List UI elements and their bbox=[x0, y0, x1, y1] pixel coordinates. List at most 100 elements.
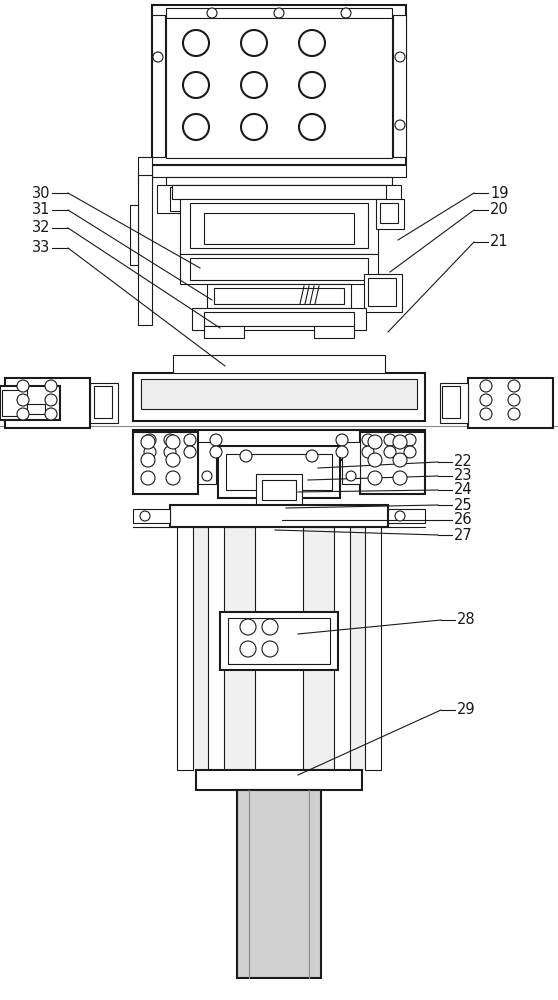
Bar bbox=[376, 199, 404, 229]
Circle shape bbox=[241, 72, 267, 98]
Bar bbox=[166, 18, 392, 158]
Bar bbox=[130, 205, 138, 265]
Bar bbox=[133, 430, 425, 460]
Bar bbox=[198, 442, 216, 484]
Bar bbox=[152, 5, 406, 165]
Bar bbox=[237, 790, 321, 978]
Bar bbox=[190, 203, 368, 248]
Bar bbox=[138, 175, 152, 325]
Text: 19: 19 bbox=[490, 186, 508, 200]
Bar bbox=[166, 8, 392, 18]
Bar bbox=[228, 618, 330, 664]
Text: 31: 31 bbox=[32, 202, 50, 218]
Bar bbox=[173, 355, 385, 373]
Circle shape bbox=[395, 52, 405, 62]
Text: 32: 32 bbox=[32, 221, 51, 235]
Bar bbox=[177, 527, 193, 770]
Circle shape bbox=[202, 471, 212, 481]
Bar bbox=[226, 454, 332, 490]
Circle shape bbox=[480, 380, 492, 392]
Bar bbox=[190, 258, 368, 280]
Circle shape bbox=[45, 380, 57, 392]
Bar bbox=[170, 187, 200, 211]
Circle shape bbox=[144, 434, 156, 446]
Bar bbox=[192, 308, 366, 330]
Circle shape bbox=[306, 450, 318, 462]
Bar bbox=[334, 527, 350, 770]
Circle shape bbox=[336, 434, 348, 446]
Bar bbox=[27, 404, 45, 414]
Bar bbox=[393, 15, 406, 157]
Bar bbox=[207, 284, 351, 308]
Circle shape bbox=[262, 619, 278, 635]
Circle shape bbox=[17, 394, 29, 406]
Bar bbox=[152, 165, 406, 177]
Circle shape bbox=[262, 641, 278, 657]
Text: 22: 22 bbox=[454, 454, 473, 470]
Bar bbox=[255, 527, 303, 770]
Circle shape bbox=[183, 72, 209, 98]
Bar bbox=[368, 278, 396, 306]
Circle shape bbox=[141, 435, 155, 449]
Circle shape bbox=[241, 30, 267, 56]
Circle shape bbox=[17, 408, 29, 420]
Circle shape bbox=[480, 394, 492, 406]
Bar bbox=[2, 390, 27, 416]
Circle shape bbox=[274, 8, 284, 18]
Text: 30: 30 bbox=[32, 186, 51, 200]
Bar bbox=[180, 199, 378, 254]
Bar bbox=[94, 386, 112, 418]
Bar bbox=[388, 509, 425, 523]
Bar bbox=[157, 185, 401, 213]
Circle shape bbox=[141, 471, 155, 485]
Circle shape bbox=[184, 434, 196, 446]
Bar bbox=[442, 386, 460, 418]
Bar bbox=[262, 480, 296, 500]
Bar bbox=[133, 509, 170, 523]
Circle shape bbox=[299, 30, 325, 56]
Circle shape bbox=[207, 8, 217, 18]
Bar bbox=[0, 386, 60, 420]
Text: 29: 29 bbox=[457, 702, 475, 718]
Bar bbox=[133, 373, 425, 421]
Circle shape bbox=[508, 380, 520, 392]
Circle shape bbox=[144, 446, 156, 458]
Bar bbox=[364, 274, 402, 312]
Circle shape bbox=[393, 435, 407, 449]
Circle shape bbox=[17, 380, 29, 392]
Bar bbox=[208, 527, 224, 770]
Circle shape bbox=[166, 453, 180, 467]
Bar bbox=[380, 203, 398, 223]
Circle shape bbox=[183, 30, 209, 56]
Circle shape bbox=[384, 434, 396, 446]
Bar bbox=[180, 254, 378, 284]
Bar bbox=[220, 612, 338, 670]
Bar bbox=[196, 770, 362, 790]
Circle shape bbox=[210, 446, 222, 458]
Bar bbox=[204, 213, 354, 244]
Text: 23: 23 bbox=[454, 468, 473, 484]
Circle shape bbox=[368, 471, 382, 485]
Text: 20: 20 bbox=[490, 202, 509, 218]
Circle shape bbox=[210, 434, 222, 446]
Circle shape bbox=[341, 8, 351, 18]
Bar bbox=[314, 326, 354, 338]
Circle shape bbox=[395, 120, 405, 130]
Bar bbox=[218, 446, 340, 498]
Bar bbox=[214, 288, 344, 304]
Circle shape bbox=[240, 450, 252, 462]
Circle shape bbox=[395, 511, 405, 521]
Circle shape bbox=[183, 114, 209, 140]
Circle shape bbox=[164, 434, 176, 446]
Bar bbox=[90, 383, 118, 423]
Bar bbox=[204, 312, 354, 326]
Circle shape bbox=[141, 453, 155, 467]
Bar bbox=[365, 527, 381, 770]
Circle shape bbox=[45, 394, 57, 406]
Circle shape bbox=[404, 434, 416, 446]
Circle shape bbox=[241, 114, 267, 140]
Bar bbox=[256, 474, 302, 506]
Circle shape bbox=[362, 446, 374, 458]
Circle shape bbox=[508, 394, 520, 406]
Circle shape bbox=[346, 471, 356, 481]
